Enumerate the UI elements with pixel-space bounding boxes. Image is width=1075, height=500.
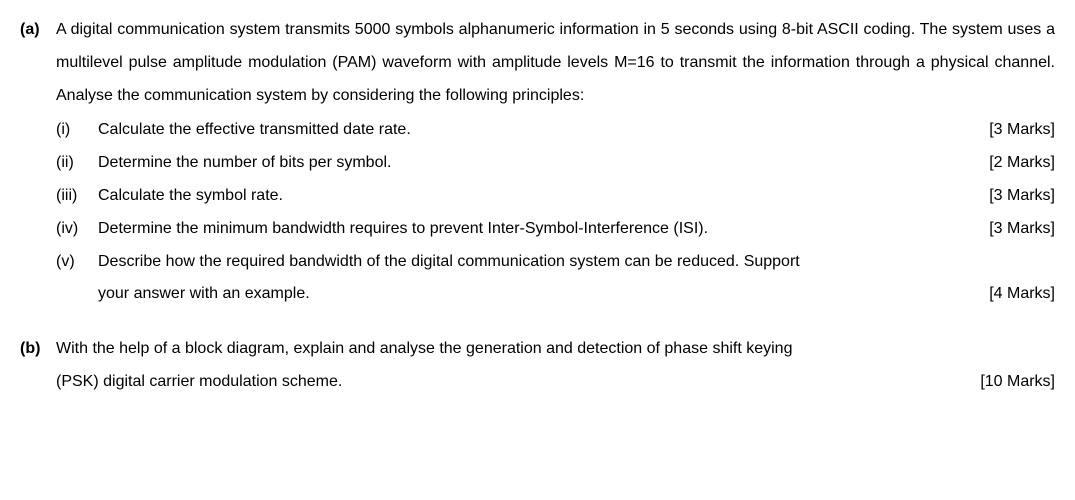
sub-num: (iv) <box>56 213 98 246</box>
part-a-sublist-wrapper: (i) Calculate the effective transmitted … <box>20 112 1055 311</box>
sub-text: your answer with an example. <box>98 278 989 311</box>
sub-num: (i) <box>56 114 98 147</box>
part-b-label: (b) <box>20 333 56 366</box>
part-a-intro-row: (a) A digital communication system trans… <box>20 14 1055 112</box>
part-b-line2-body: (PSK) digital carrier modulation scheme.… <box>56 366 1055 399</box>
indent-spacer <box>56 278 98 311</box>
part-a-label: (a) <box>20 14 56 47</box>
sub-num: (ii) <box>56 147 98 180</box>
part-a: (a) A digital communication system trans… <box>20 14 1055 311</box>
part-b-text1: With the help of a block diagram, explai… <box>56 333 1055 366</box>
sub-text: Determine the minimum bandwidth requires… <box>98 213 989 246</box>
part-b-line2: (PSK) digital carrier modulation scheme.… <box>20 366 1055 399</box>
part-b: (b) With the help of a block diagram, ex… <box>20 333 1055 399</box>
part-a-intro: A digital communication system transmits… <box>56 14 1055 112</box>
part-b-line1: (b) With the help of a block diagram, ex… <box>20 333 1055 366</box>
sub-text: Calculate the symbol rate. <box>98 180 989 213</box>
sub-text: Determine the number of bits per symbol. <box>98 147 989 180</box>
sub-item-ii: (ii) Determine the number of bits per sy… <box>56 147 1055 180</box>
sub-item-v-line2: your answer with an example. [4 Marks] <box>56 278 1055 311</box>
sub-num: (v) <box>56 246 98 279</box>
sub-text: Calculate the effective transmitted date… <box>98 114 989 147</box>
sub-text: Describe how the required bandwidth of t… <box>98 246 1055 279</box>
sub-marks: [3 Marks] <box>989 180 1055 213</box>
sub-marks: [4 Marks] <box>989 278 1055 311</box>
sub-item-iv: (iv) Determine the minimum bandwidth req… <box>56 213 1055 246</box>
sub-item-iii: (iii) Calculate the symbol rate. [3 Mark… <box>56 180 1055 213</box>
part-b-text2: (PSK) digital carrier modulation scheme. <box>56 366 980 399</box>
sub-marks: [2 Marks] <box>989 147 1055 180</box>
sub-item-v-line1: (v) Describe how the required bandwidth … <box>56 246 1055 279</box>
exam-question-page: (a) A digital communication system trans… <box>0 0 1075 399</box>
part-b-marks: [10 Marks] <box>980 366 1055 399</box>
sub-marks: [3 Marks] <box>989 213 1055 246</box>
sub-marks: [3 Marks] <box>989 114 1055 147</box>
sub-num: (iii) <box>56 180 98 213</box>
sub-item-i: (i) Calculate the effective transmitted … <box>56 114 1055 147</box>
part-a-sublist: (i) Calculate the effective transmitted … <box>56 114 1055 311</box>
